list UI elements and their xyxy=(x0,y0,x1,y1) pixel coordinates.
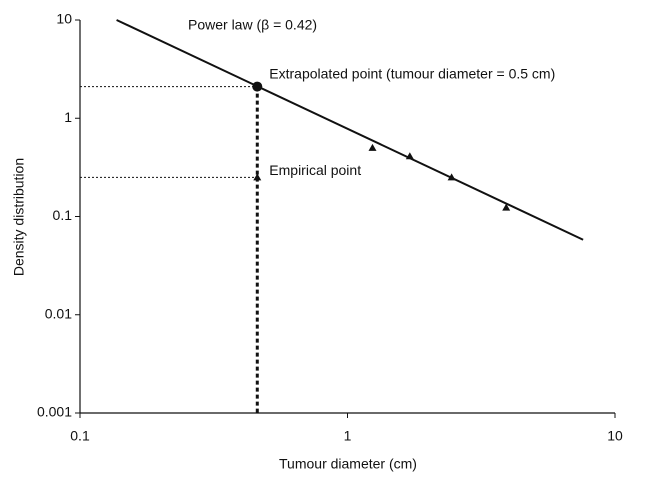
data-point xyxy=(447,173,456,181)
y-tick-label: 0.01 xyxy=(45,305,72,321)
x-tick-label: 10 xyxy=(607,428,623,444)
power-law-label: Power law (β = 0.42) xyxy=(188,17,317,33)
data-point xyxy=(405,152,414,160)
empirical-label: Empirical point xyxy=(269,162,361,178)
data-point xyxy=(502,203,511,211)
data-point xyxy=(368,143,377,151)
y-tick-label: 0.001 xyxy=(37,404,72,420)
y-tick-label: 1 xyxy=(64,109,72,125)
empirical-point xyxy=(253,173,262,181)
extrapolated-label: Extrapolated point (tumour diameter = 0.… xyxy=(269,65,555,81)
y-axis-label: Density distribution xyxy=(11,158,27,276)
x-axis-label: Tumour diameter (cm) xyxy=(279,456,417,472)
x-tick-label: 0.1 xyxy=(70,428,90,444)
extrapolated-point xyxy=(252,81,263,92)
y-tick-label: 0.1 xyxy=(53,207,73,223)
x-tick-label: 1 xyxy=(344,428,352,444)
power-law-line xyxy=(116,19,584,241)
y-tick-label: 10 xyxy=(56,11,72,27)
